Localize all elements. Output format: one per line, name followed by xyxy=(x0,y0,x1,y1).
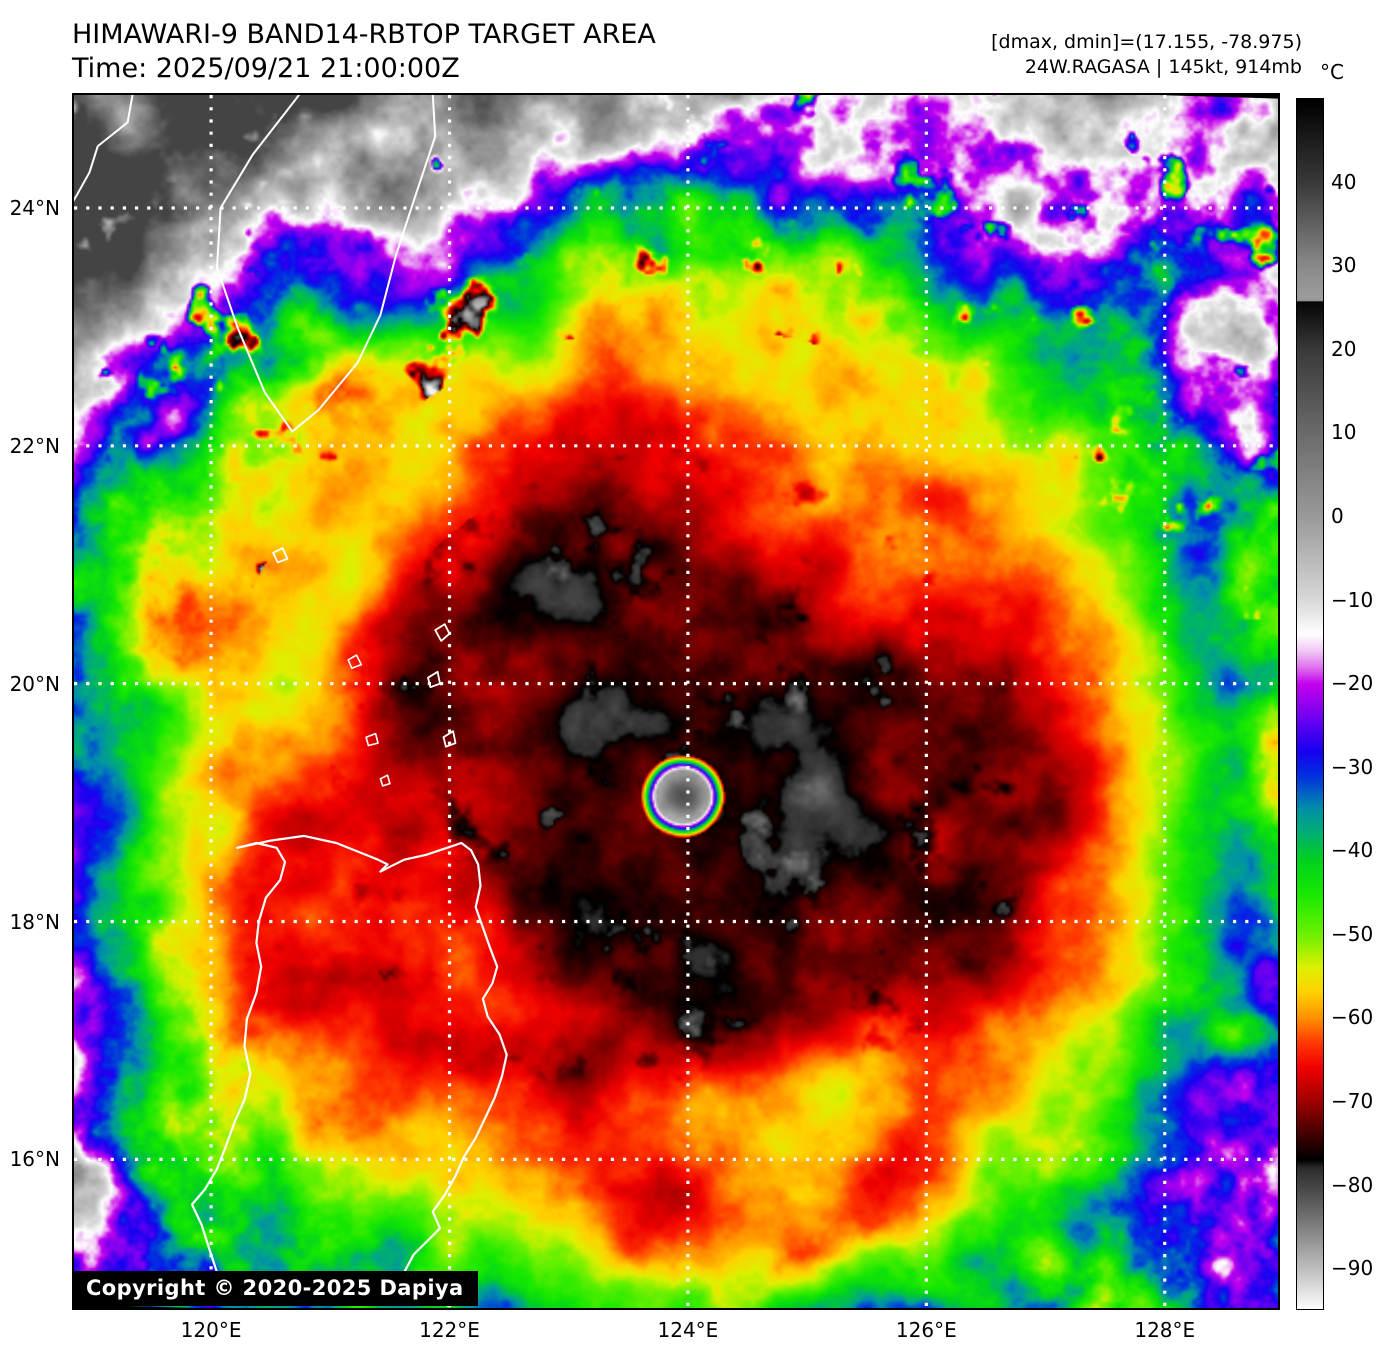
colorbar-tick-label: −20 xyxy=(1331,671,1374,696)
coastline xyxy=(190,841,287,1304)
x-axis-tick-label: 124°E xyxy=(657,1318,719,1342)
y-axis-tick-label: 24°N xyxy=(9,195,60,220)
coastline xyxy=(272,547,289,564)
colorbar-tick-label: −40 xyxy=(1331,838,1374,863)
colorbar-gradient xyxy=(1297,99,1323,1309)
colorbar-tick-label: 10 xyxy=(1331,420,1357,445)
colorbar-tick-label: −30 xyxy=(1331,754,1374,779)
colorbar-tick-label: −10 xyxy=(1331,587,1374,612)
dminmax-label: [dmax, dmin]=(17.155, -78.975) xyxy=(991,31,1302,53)
y-axis-tick-label: 18°N xyxy=(9,909,60,934)
coastline xyxy=(74,95,134,202)
colorbar-tick-label: 20 xyxy=(1331,336,1357,361)
coastline xyxy=(379,774,391,787)
copyright-notice: Copyright © 2020-2025 Dapiya xyxy=(72,1271,478,1306)
colorbar-tick-label: −80 xyxy=(1331,1172,1374,1197)
satellite-image-plot[interactable] xyxy=(72,93,1280,1310)
brightness-temperature-raster xyxy=(74,95,1278,1308)
x-axis-tick-label: 126°E xyxy=(895,1318,957,1342)
coastline xyxy=(442,730,457,748)
timestamp-label: Time: 2025/09/21 21:00:00Z xyxy=(72,53,460,84)
y-axis-tick-label: 16°N xyxy=(9,1147,60,1172)
coastline xyxy=(396,849,508,1292)
x-axis-tick-label: 120°E xyxy=(180,1318,242,1342)
y-axis-tick-label: 22°N xyxy=(9,433,60,458)
header-title-block: HIMAWARI-9 BAND14-RBTOP TARGET AREA Time… xyxy=(72,18,832,86)
colorbar[interactable] xyxy=(1296,98,1324,1310)
colorbar-tick-label: 0 xyxy=(1331,503,1344,528)
x-axis-tick-label: 128°E xyxy=(1134,1318,1196,1342)
colorbar-tick-label: −60 xyxy=(1331,1005,1374,1030)
page-title: HIMAWARI-9 BAND14-RBTOP TARGET AREA xyxy=(72,19,656,50)
coastline xyxy=(216,95,437,433)
colorbar-tick-label: −50 xyxy=(1331,921,1374,946)
x-axis-tick-label: 122°E xyxy=(419,1318,480,1342)
satellite-imagery-canvas xyxy=(74,95,1278,1308)
storm-info-label: 24W.RAGASA | 145kt, 914mb xyxy=(1024,56,1302,78)
colorbar-tick-label: 40 xyxy=(1331,169,1357,194)
coastline xyxy=(347,654,363,669)
y-axis-tick-label: 20°N xyxy=(9,671,60,696)
colorbar-unit-label: °C xyxy=(1320,60,1344,84)
coastline xyxy=(365,732,379,747)
colorbar-tick-label: −90 xyxy=(1331,1256,1374,1281)
colorbar-tick-label: 30 xyxy=(1331,253,1357,278)
header-meta-block: [dmax, dmin]=(17.155, -78.975) 24W.RAGAS… xyxy=(991,30,1302,80)
colorbar-tick-label: −70 xyxy=(1331,1089,1374,1114)
coastline xyxy=(236,834,473,873)
